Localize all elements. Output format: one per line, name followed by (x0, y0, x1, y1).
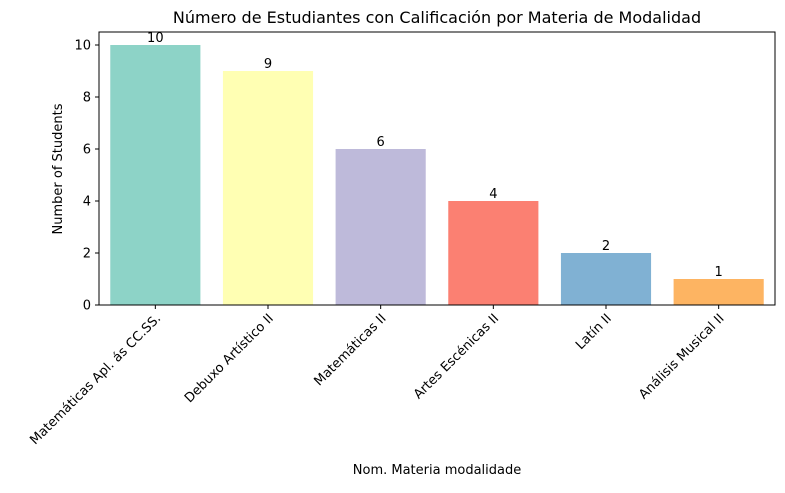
x-axis-label: Nom. Materia modalidade (353, 463, 521, 478)
bar (560, 253, 652, 305)
bar-value-label: 10 (147, 31, 164, 46)
y-tick-label: 2 (83, 247, 91, 262)
bars-layer (110, 45, 764, 305)
y-tick-label: 6 (83, 143, 91, 158)
y-axis: 0 2 4 6 8 10 (74, 39, 99, 314)
x-axis: Matemáticas Apl. ás CC.SS. Debuxo Artísti… (27, 305, 727, 448)
y-tick-label: 4 (83, 195, 91, 210)
bar (335, 149, 426, 305)
chart-title: Número de Estudiantes con Calificación p… (173, 8, 701, 27)
bar-value-label: 1 (715, 265, 723, 280)
bar (222, 71, 314, 305)
x-tick-label: Artes Escénicas II (411, 311, 502, 402)
x-tick-label: Matemáticas II (311, 311, 389, 389)
y-tick-label: 8 (83, 91, 91, 106)
bar-value-label: 6 (377, 135, 385, 150)
bar-value-label: 9 (264, 57, 272, 72)
bar (448, 201, 539, 305)
bar-value-label: 2 (602, 239, 610, 254)
x-tick-label: Matemáticas Apl. ás CC.SS. (27, 311, 164, 448)
x-tick-label: Debuxo Artístico II (182, 311, 277, 406)
y-axis-label: Number of Students (51, 103, 66, 234)
x-tick-label: Latín II (573, 311, 615, 353)
y-tick-label: 0 (83, 299, 91, 314)
bar (110, 45, 201, 305)
value-labels-layer: 10 9 6 4 2 1 (147, 31, 723, 280)
y-tick-label: 10 (74, 39, 91, 54)
bar (673, 279, 764, 305)
x-tick-label: Análisis Musical II (636, 311, 727, 402)
bar-value-label: 4 (489, 187, 497, 202)
plot-frame (98, 31, 776, 306)
